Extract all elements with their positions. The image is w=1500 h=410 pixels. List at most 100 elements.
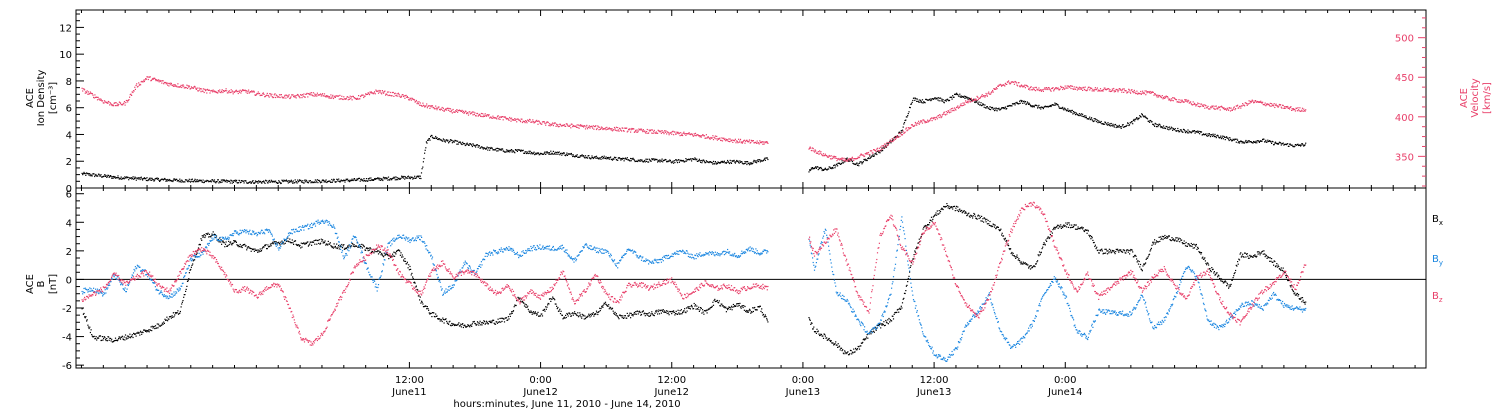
data-point	[920, 121, 922, 123]
data-point	[761, 160, 763, 162]
data-point	[189, 180, 191, 182]
data-point	[383, 92, 385, 94]
data-point	[421, 300, 423, 302]
data-point	[431, 136, 434, 138]
data-point	[808, 171, 810, 173]
data-point	[496, 321, 498, 323]
data-point	[572, 126, 574, 128]
data-point	[567, 315, 569, 317]
data-point	[598, 311, 600, 313]
data-point	[82, 90, 84, 92]
data-point	[87, 93, 89, 95]
data-point	[525, 151, 527, 153]
data-point	[649, 129, 652, 132]
data-point	[695, 159, 697, 161]
data-point	[408, 99, 410, 101]
data-point	[1249, 100, 1251, 102]
data-point	[304, 96, 306, 98]
data-point	[889, 140, 891, 142]
data-point	[475, 146, 477, 148]
data-point	[444, 141, 446, 143]
data-point	[1170, 98, 1172, 100]
data-point	[341, 95, 343, 97]
data-point	[468, 325, 470, 327]
data-point	[1009, 104, 1011, 107]
data-point	[615, 156, 617, 159]
data-point	[554, 151, 556, 153]
data-point	[113, 102, 115, 104]
data-point	[176, 312, 178, 314]
data-point	[753, 142, 755, 144]
data-point	[560, 152, 562, 154]
data-point	[504, 116, 506, 118]
data-point	[822, 155, 824, 157]
data-point	[933, 98, 935, 100]
data-point	[476, 112, 479, 115]
data-point	[545, 124, 547, 126]
data-point	[1261, 140, 1263, 142]
data-point	[1268, 140, 1270, 142]
data-point	[1113, 126, 1115, 128]
data-point	[1275, 103, 1277, 105]
data-point	[536, 120, 538, 122]
data-point	[829, 155, 831, 157]
data-point	[577, 124, 580, 126]
data-point	[290, 242, 292, 244]
data-point	[593, 313, 596, 316]
data-point	[1078, 86, 1080, 88]
density-axis-label-line1: ACE	[25, 88, 36, 108]
data-point	[476, 324, 478, 326]
data-point	[442, 107, 444, 109]
data-point	[199, 244, 201, 246]
data-point	[896, 136, 898, 138]
data-point	[157, 80, 159, 82]
data-point	[592, 127, 594, 129]
data-point	[1233, 106, 1235, 108]
data-point	[891, 139, 893, 142]
data-point	[952, 107, 954, 109]
data-point	[261, 182, 263, 184]
data-point	[190, 178, 192, 181]
data-point	[575, 154, 577, 157]
data-point	[349, 179, 351, 181]
data-point	[527, 119, 529, 121]
data-point	[970, 98, 972, 101]
data-point	[660, 132, 662, 134]
data-point	[1075, 112, 1077, 114]
data-point	[303, 242, 305, 244]
data-point	[927, 121, 929, 123]
data-point	[203, 181, 205, 183]
data-point	[1018, 82, 1020, 84]
data-point	[563, 317, 565, 319]
data-point	[437, 107, 439, 109]
data-point	[595, 128, 598, 131]
data-point	[421, 168, 423, 170]
data-point	[1289, 143, 1291, 145]
data-point	[301, 181, 303, 183]
data-point	[82, 313, 84, 315]
data-point	[1223, 135, 1225, 138]
data-point	[720, 162, 722, 164]
data-point	[925, 121, 927, 123]
data-point	[703, 159, 705, 161]
data-point	[114, 176, 116, 178]
data-point	[817, 151, 819, 153]
data-point	[389, 179, 391, 181]
data-point	[240, 181, 242, 183]
data-point	[393, 176, 395, 178]
data-point	[1063, 109, 1065, 111]
data-point	[698, 160, 700, 162]
data-point	[309, 241, 311, 243]
data-point	[385, 94, 387, 96]
data-point	[673, 311, 675, 314]
data-point	[1200, 103, 1203, 105]
data-point	[647, 313, 649, 315]
data-point	[321, 181, 323, 183]
data-point	[148, 331, 150, 333]
data-point	[249, 91, 252, 93]
data-point	[275, 96, 277, 99]
data-point	[1254, 141, 1256, 143]
data-point	[1253, 141, 1255, 143]
data-point	[1215, 105, 1217, 107]
data-point	[116, 103, 118, 105]
